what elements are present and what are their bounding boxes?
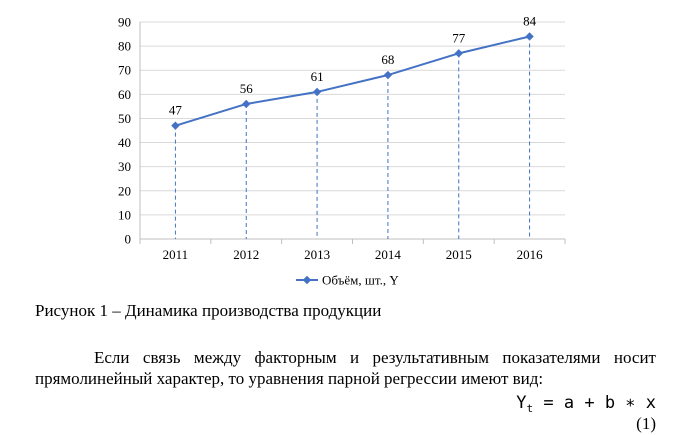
chart-legend: Объём, шт., Y (296, 273, 399, 288)
y-tick-label: 20 (118, 183, 131, 198)
data-label: 77 (452, 30, 466, 45)
y-tick-label: 30 (118, 159, 131, 174)
series-lines (175, 35, 530, 127)
y-tick-label: 50 (118, 111, 131, 126)
data-label: 84 (523, 13, 537, 28)
y-tick-label: 90 (118, 15, 131, 30)
line-chart: 0 10 20 30 40 50 60 70 80 90 2011 2012 2013 2014 2015… (118, 13, 566, 288)
equation-number: (1) (636, 414, 656, 433)
data-point (454, 49, 463, 58)
chart-gridlines (140, 21, 565, 216)
regression-formula: Yt = a + b ∗ x (516, 393, 656, 419)
data-label: 47 (169, 103, 183, 118)
x-tick-label: 2015 (446, 247, 472, 262)
body-paragraph: Если связь между факторным и результатив… (35, 348, 656, 388)
formula-rhs: = a + b ∗ x (533, 393, 656, 413)
data-point (242, 99, 251, 109)
legend-marker (302, 275, 312, 285)
y-tick-label: 0 (125, 232, 132, 247)
legend-label: Объём, шт., Y (322, 273, 399, 288)
y-tick-label: 60 (118, 87, 131, 102)
chart-axes (139, 22, 566, 244)
data-label: 68 (381, 52, 394, 67)
data-label: 56 (240, 81, 254, 96)
series-markers (171, 32, 534, 130)
y-tick-label: 10 (118, 207, 131, 222)
figure-caption: Рисунок 1 – Динамика производства продук… (35, 301, 382, 320)
x-tick-label: 2013 (304, 247, 330, 262)
y-tick-label: 70 (118, 63, 131, 78)
series-line (175, 35, 530, 127)
data-point (383, 70, 393, 80)
formula-lhs: Y (516, 393, 527, 413)
y-tick-label: 80 (118, 39, 131, 54)
data-point (171, 121, 180, 130)
data-point (525, 32, 534, 41)
x-tick-label: 2016 (517, 247, 544, 262)
x-axis-tick-labels: 2011 2012 2013 2014 2015 2016 (163, 247, 543, 262)
data-point (312, 87, 322, 97)
x-tick-label: 2014 (375, 247, 402, 262)
y-tick-label: 40 (118, 135, 131, 150)
x-tick-label: 2012 (233, 247, 259, 262)
drop-lines (174, 36, 531, 239)
y-axis-tick-labels: 0 10 20 30 40 50 60 70 80 90 (118, 15, 131, 247)
formula-lhs-subscript: t (526, 402, 534, 415)
data-labels: 47 56 61 68 77 84 (169, 13, 537, 117)
x-tick-label: 2011 (163, 247, 189, 262)
data-label: 61 (311, 69, 324, 84)
